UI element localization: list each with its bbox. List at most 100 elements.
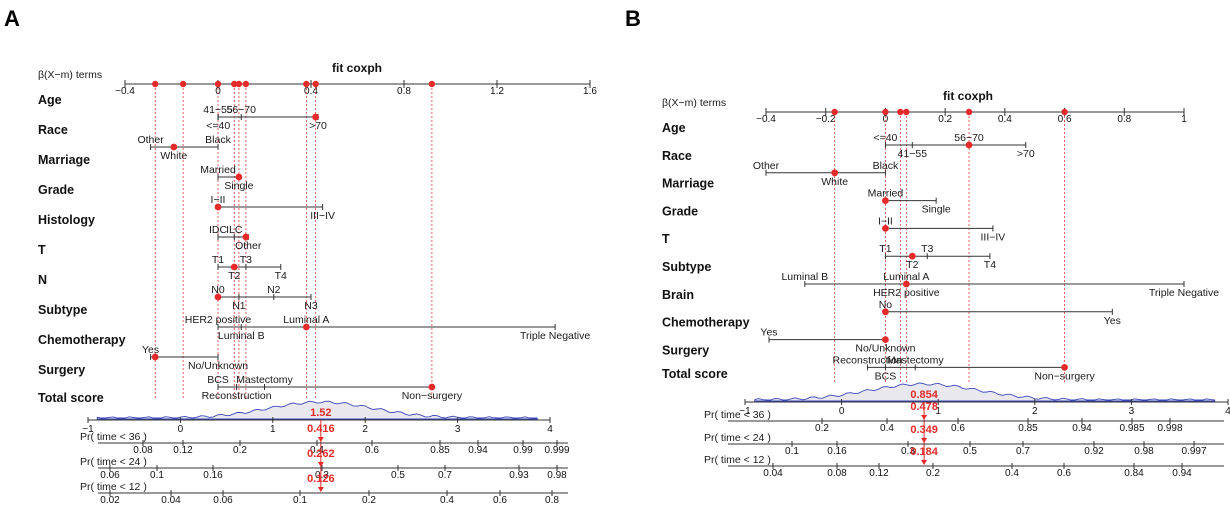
- row-label-subtype: Subtype: [662, 260, 711, 274]
- level-label: >70: [309, 120, 327, 132]
- selected-level-point: [302, 323, 310, 331]
- survival-tick-label: 0.94: [468, 445, 488, 456]
- level-label: Reconstruction: [832, 354, 902, 366]
- survival-tick-label: 0.5: [391, 470, 405, 481]
- selected-level-point: [908, 252, 916, 260]
- level-label: Triple Negative: [1149, 287, 1219, 299]
- survival-tick-label: 0.4: [880, 423, 894, 434]
- survival-tick-label: 0.1: [293, 495, 307, 506]
- level-label: N1: [232, 300, 246, 312]
- row-label-t: T: [38, 243, 46, 257]
- survival-tick-label: 0.04: [161, 495, 181, 506]
- row-label-grade: Grade: [38, 183, 74, 197]
- level-label: Other: [753, 160, 780, 172]
- beta-tick-label: −0.4: [756, 114, 776, 125]
- total-score-tick-label: −1: [82, 424, 94, 435]
- level-label: 41−55: [898, 148, 928, 160]
- selected-level-point: [242, 233, 250, 241]
- beta-point: [179, 80, 187, 88]
- beta-point: [231, 80, 238, 88]
- total-score-value: 1.52: [310, 407, 331, 419]
- total-score-tick-label: 1: [935, 406, 941, 417]
- beta-point: [1061, 108, 1068, 116]
- prediction-arrow: [921, 438, 928, 443]
- selected-level-point: [428, 383, 436, 391]
- total-score-tick-label: 0: [178, 424, 184, 435]
- survival-tick-label: 0.06: [100, 470, 120, 481]
- level-label: 41−55: [203, 104, 233, 116]
- beta-point: [428, 80, 436, 88]
- selected-level-point: [214, 293, 222, 301]
- selected-level-point: [902, 280, 910, 288]
- level-label: Reconstruction: [202, 390, 272, 402]
- level-label: N3: [304, 300, 318, 312]
- survival-tick-label: 0.2: [233, 445, 247, 456]
- level-label: Luminal B: [218, 330, 265, 342]
- beta-tick-label: 0.6: [1058, 114, 1072, 125]
- level-label: Other: [235, 240, 262, 252]
- chart-title: fit coxph: [332, 61, 382, 75]
- level-label: ILC: [226, 224, 243, 236]
- level-label: T2: [906, 259, 918, 271]
- level-label: Triple Negative: [520, 330, 590, 342]
- survival-axis-label: Pr( time < 36 ): [704, 409, 771, 421]
- row-label-surgery: Surgery: [38, 363, 85, 377]
- level-label: T4: [984, 259, 996, 271]
- survival-value: 0.184: [910, 446, 938, 458]
- selected-level-point: [882, 308, 889, 316]
- beta-point: [303, 80, 310, 88]
- total-score-value: 0.854: [910, 389, 938, 401]
- survival-tick-label: 0.94: [1072, 423, 1092, 434]
- level-label: T2: [228, 270, 240, 282]
- row-label-marriage: Marriage: [662, 177, 714, 191]
- selected-level-point: [312, 113, 320, 121]
- survival-tick-label: 0.94: [1172, 468, 1192, 479]
- row-label-histology: Histology: [38, 213, 95, 227]
- level-label: BCS: [875, 370, 897, 382]
- row-label-n: N: [38, 273, 47, 287]
- selected-level-point: [882, 336, 889, 343]
- survival-tick-label: 0.85: [1018, 423, 1038, 434]
- beta-point: [235, 80, 243, 88]
- beta-point: [312, 80, 319, 88]
- beta-point: [831, 108, 838, 116]
- survival-tick-label: 0.7: [438, 470, 452, 481]
- survival-value: 0.262: [307, 448, 335, 460]
- survival-tick-label: 0.12: [869, 468, 889, 479]
- survival-axis-label: Pr( time < 12 ): [80, 481, 147, 493]
- row-label-brain: Brain: [662, 288, 694, 302]
- level-label: No/Unknown: [855, 343, 915, 355]
- beta-tick-label: 0: [215, 86, 221, 97]
- beta-tick-label: −0.2: [816, 114, 836, 125]
- level-label: 56−70: [954, 132, 984, 144]
- total-score-tick-label: 0: [839, 406, 845, 417]
- survival-tick-label: 0.08: [827, 468, 847, 479]
- level-label: Yes: [760, 327, 777, 339]
- beta-point: [882, 108, 889, 116]
- survival-tick-label: 0.2: [926, 468, 940, 479]
- level-label: Yes: [1104, 315, 1121, 327]
- prediction-arrow: [921, 415, 928, 420]
- survival-tick-label: 0.06: [213, 495, 233, 506]
- survival-value: 0.478: [910, 401, 938, 413]
- level-label: Black: [205, 134, 231, 146]
- survival-tick-label: 0.02: [100, 495, 120, 506]
- survival-tick-label: 0.04: [763, 468, 783, 479]
- row-label-t: T: [662, 232, 670, 246]
- survival-tick-label: 0.4: [440, 495, 454, 506]
- level-label: White: [821, 176, 848, 188]
- survival-tick-label: 0.6: [1057, 468, 1071, 479]
- prediction-arrow: [317, 487, 324, 492]
- total-score-tick-label: 3: [455, 424, 461, 435]
- level-label: N2: [267, 284, 281, 296]
- level-label: Married: [200, 164, 236, 176]
- survival-tick-label: 0.997: [1181, 446, 1206, 457]
- level-label: N0: [211, 284, 225, 296]
- row-label-surgery: Surgery: [662, 343, 709, 357]
- level-label: Luminal B: [781, 271, 828, 283]
- survival-tick-label: 0.3: [315, 470, 329, 481]
- row-label-subtype: Subtype: [38, 303, 87, 317]
- survival-tick-label: 0.6: [493, 495, 507, 506]
- survival-tick-label: 0.98: [547, 470, 567, 481]
